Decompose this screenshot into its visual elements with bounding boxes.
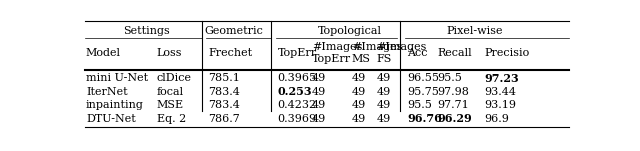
Text: focal: focal xyxy=(157,87,184,97)
Text: 785.1: 785.1 xyxy=(208,73,240,84)
Text: TopErr: TopErr xyxy=(277,48,317,58)
Text: 49: 49 xyxy=(352,87,366,97)
Text: 96.76: 96.76 xyxy=(408,113,442,124)
Text: #Images
MS: #Images MS xyxy=(352,42,402,64)
Text: 49: 49 xyxy=(312,100,326,110)
Text: mini U-Net: mini U-Net xyxy=(86,73,148,84)
Text: 49: 49 xyxy=(376,87,391,97)
Text: 786.7: 786.7 xyxy=(208,114,240,124)
Text: IterNet: IterNet xyxy=(86,87,127,97)
Text: Geometric: Geometric xyxy=(204,26,263,36)
Text: 97.71: 97.71 xyxy=(437,100,469,110)
Text: #Images
FS: #Images FS xyxy=(376,42,427,64)
Text: 95.75: 95.75 xyxy=(408,87,439,97)
Text: 49: 49 xyxy=(312,87,326,97)
Text: 97.23: 97.23 xyxy=(484,73,519,84)
Text: Settings: Settings xyxy=(124,26,170,36)
Text: Pixel-wise: Pixel-wise xyxy=(446,26,502,36)
Text: 49: 49 xyxy=(376,73,391,84)
Text: 97.98: 97.98 xyxy=(437,87,469,97)
Text: Acc: Acc xyxy=(408,48,428,58)
Text: 95.5: 95.5 xyxy=(408,100,432,110)
Text: 49: 49 xyxy=(352,73,366,84)
Text: 93.19: 93.19 xyxy=(484,100,516,110)
Text: 0.3969: 0.3969 xyxy=(277,114,317,124)
Text: 783.4: 783.4 xyxy=(208,100,240,110)
Text: DTU-Net: DTU-Net xyxy=(86,114,136,124)
Text: Loss: Loss xyxy=(157,48,182,58)
Text: Topological: Topological xyxy=(318,26,382,36)
Text: 93.44: 93.44 xyxy=(484,87,516,97)
Text: 95.5: 95.5 xyxy=(437,73,462,84)
Text: 783.4: 783.4 xyxy=(208,87,240,97)
Text: 49: 49 xyxy=(312,73,326,84)
Text: 49: 49 xyxy=(312,114,326,124)
Text: #Images
TopErr: #Images TopErr xyxy=(312,42,362,64)
Text: 49: 49 xyxy=(376,114,391,124)
Text: 96.29: 96.29 xyxy=(437,113,472,124)
Text: 96.9: 96.9 xyxy=(484,114,509,124)
Text: Eq. 2: Eq. 2 xyxy=(157,114,186,124)
Text: 49: 49 xyxy=(352,100,366,110)
Text: Model: Model xyxy=(86,48,121,58)
Text: Frechet: Frechet xyxy=(208,48,252,58)
Text: 0.253: 0.253 xyxy=(277,86,312,97)
Text: 96.55: 96.55 xyxy=(408,73,440,84)
Text: Recall: Recall xyxy=(437,48,472,58)
Text: Precisio: Precisio xyxy=(484,48,529,58)
Text: 0.4232: 0.4232 xyxy=(277,100,317,110)
Text: 49: 49 xyxy=(352,114,366,124)
Text: MSE: MSE xyxy=(157,100,184,110)
Text: 0.3965: 0.3965 xyxy=(277,73,317,84)
Text: 49: 49 xyxy=(376,100,391,110)
Text: inpainting: inpainting xyxy=(86,100,144,110)
Text: clDice: clDice xyxy=(157,73,192,84)
